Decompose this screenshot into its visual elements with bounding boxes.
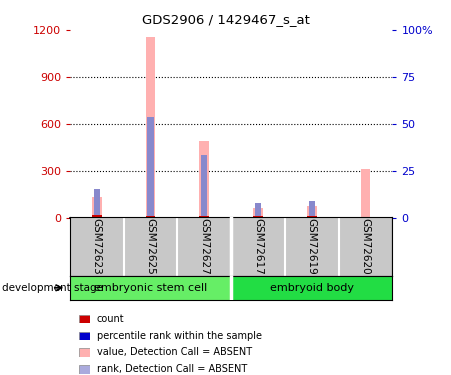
Bar	[92, 197, 101, 217]
Text: embryoid body: embryoid body	[270, 283, 354, 293]
Bar	[70, 276, 231, 300]
Bar	[308, 201, 315, 217]
Bar	[231, 276, 392, 300]
Bar	[146, 37, 155, 218]
Bar	[253, 208, 263, 218]
Bar	[361, 169, 370, 217]
Text: value, Detection Call = ABSENT: value, Detection Call = ABSENT	[97, 348, 252, 357]
Bar	[255, 203, 261, 217]
Bar	[307, 206, 317, 218]
Text: rank, Detection Call = ABSENT: rank, Detection Call = ABSENT	[97, 364, 247, 374]
Text: GSM72625: GSM72625	[146, 218, 156, 275]
Text: GSM72623: GSM72623	[92, 218, 102, 275]
Text: GSM72620: GSM72620	[360, 218, 371, 275]
Text: GSM72627: GSM72627	[199, 218, 209, 275]
Bar	[93, 189, 100, 218]
Bar	[201, 155, 207, 218]
Text: percentile rank within the sample: percentile rank within the sample	[97, 331, 262, 340]
Bar	[146, 216, 155, 217]
Text: count: count	[97, 314, 124, 324]
Text: embryonic stem cell: embryonic stem cell	[94, 283, 207, 293]
Bar	[199, 216, 209, 217]
Text: GDS2906 / 1429467_s_at: GDS2906 / 1429467_s_at	[142, 13, 309, 26]
Bar	[253, 216, 263, 217]
Bar	[307, 216, 317, 217]
Bar	[147, 117, 154, 218]
Text: development stage: development stage	[2, 283, 103, 293]
Text: GSM72619: GSM72619	[307, 218, 317, 275]
Bar	[199, 141, 209, 218]
Text: GSM72617: GSM72617	[253, 218, 263, 275]
Bar	[92, 215, 101, 217]
